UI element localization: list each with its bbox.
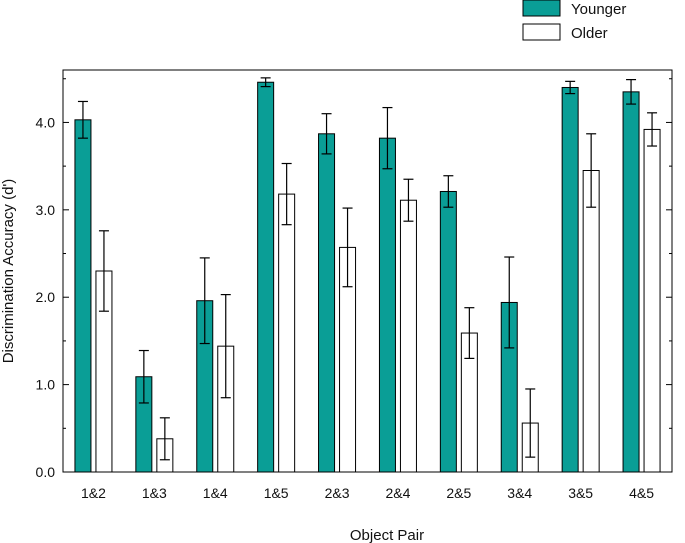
bars bbox=[74, 81, 661, 473]
bar-younger bbox=[561, 86, 579, 473]
x-tick-label: 1&5 bbox=[264, 485, 289, 501]
x-axis-title: Object Pair bbox=[350, 527, 424, 543]
x-tick-label: 2&3 bbox=[325, 485, 350, 501]
x-tick-label: 4&5 bbox=[629, 485, 654, 501]
error-bars bbox=[77, 77, 658, 461]
legend: Younger Older bbox=[522, 0, 626, 42]
legend-swatch-older bbox=[522, 23, 561, 41]
legend-label-younger: Younger bbox=[571, 1, 626, 18]
y-tick-label: 1.0 bbox=[36, 377, 56, 393]
bar-younger bbox=[622, 91, 640, 473]
y-tick-label: 4.0 bbox=[36, 114, 56, 130]
x-tick-label: 1&3 bbox=[142, 485, 167, 501]
x-tick-label: 3&5 bbox=[568, 485, 593, 501]
y-tick-label: 2.0 bbox=[36, 289, 56, 305]
x-tick-label: 2&4 bbox=[385, 485, 410, 501]
y-tick-label: 3.0 bbox=[36, 202, 56, 218]
legend-swatch-younger bbox=[522, 0, 561, 17]
bar-younger bbox=[257, 81, 275, 473]
x-tick-label: 3&4 bbox=[507, 485, 532, 501]
bar-younger bbox=[378, 137, 396, 473]
legend-label-older: Older bbox=[571, 25, 608, 42]
bar-older bbox=[399, 199, 417, 473]
axes: 0.0 1.0 2.0 3.0 4.0 1&2 1&3 1&4 1&5 2&3 2&4 2&5 3&4 3… bbox=[36, 69, 673, 501]
plot-frame bbox=[62, 69, 673, 473]
y-axis-title: Discrimination Accuracy (d') bbox=[0, 179, 17, 364]
x-tick-label: 2&5 bbox=[446, 485, 471, 501]
y-tick-label: 0.0 bbox=[36, 464, 56, 480]
bar-older bbox=[582, 170, 600, 473]
x-tick-label: 1&2 bbox=[81, 485, 106, 501]
bar-younger bbox=[74, 119, 92, 473]
bar-younger bbox=[439, 190, 457, 473]
bar-older bbox=[278, 193, 296, 473]
x-tick-label: 1&4 bbox=[203, 485, 228, 501]
bar-younger bbox=[318, 133, 336, 473]
bar-older bbox=[643, 128, 661, 473]
